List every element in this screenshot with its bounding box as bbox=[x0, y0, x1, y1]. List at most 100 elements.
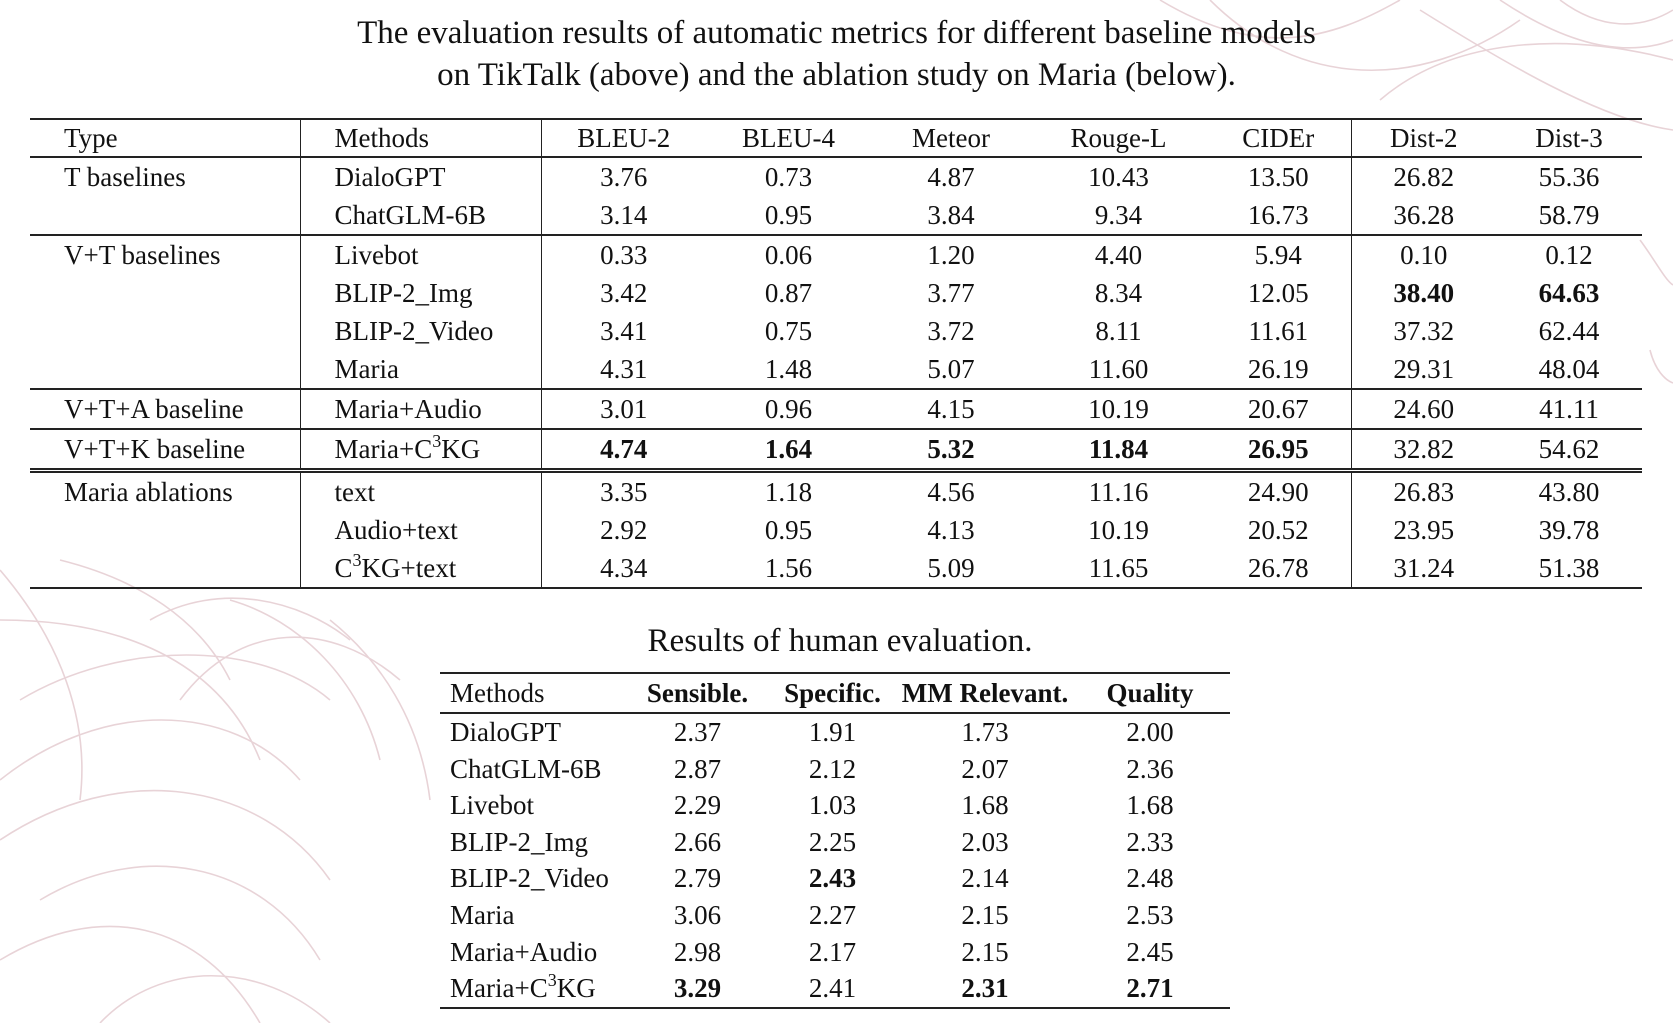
cell-value-best: 38.40 bbox=[1393, 278, 1455, 308]
cell-value: 11.16 bbox=[1088, 477, 1149, 507]
row-method: DialoGPT bbox=[450, 717, 561, 747]
row-method: Maria+Audio bbox=[300, 389, 542, 430]
cell-value: 2.03 bbox=[961, 826, 1009, 857]
header-methods: Methods bbox=[300, 118, 542, 158]
cell-value: 0.12 bbox=[1545, 240, 1593, 270]
cell-value: 3.72 bbox=[927, 316, 975, 346]
row-method: Maria bbox=[300, 350, 542, 390]
cell-value: 0.10 bbox=[1400, 240, 1448, 270]
cell-value: 2.15 bbox=[961, 936, 1009, 967]
cell-value: 11.60 bbox=[1031, 350, 1206, 390]
cell-value: 1.18 bbox=[764, 477, 813, 507]
table-row: Maria ablations text 3.35 1.18 4.56 11.1… bbox=[30, 470, 1642, 511]
cell-value-best: 3.29 bbox=[630, 970, 765, 1009]
cell-value: 3.35 bbox=[600, 477, 648, 507]
cell-value: 3.01 bbox=[541, 389, 706, 430]
cell-value: 43.80 bbox=[1538, 477, 1600, 507]
cell-value: 2.17 bbox=[808, 936, 857, 967]
table-row: DialoGPT 2.37 1.91 1.73 2.00 bbox=[440, 713, 1230, 751]
cell-value: 2.33 bbox=[1126, 826, 1174, 857]
cell-value-best: 2.31 bbox=[900, 970, 1070, 1009]
cell-value: 36.28 bbox=[1351, 196, 1496, 236]
cell-value: 1.03 bbox=[808, 790, 857, 821]
method-main: Maria+C bbox=[450, 973, 548, 1004]
method-superscript: 3 bbox=[352, 550, 362, 570]
cell-value: 39.78 bbox=[1538, 515, 1600, 545]
cell-value: 1.68 bbox=[1126, 790, 1174, 821]
row-type: T baselines bbox=[30, 157, 301, 196]
cell-value: 4.87 bbox=[927, 162, 975, 192]
header-dist2: Dist-2 bbox=[1351, 118, 1496, 158]
cell-value: 1.91 bbox=[808, 717, 857, 747]
cell-value: 54.62 bbox=[1496, 429, 1642, 473]
row-type bbox=[30, 511, 301, 549]
method-main: Maria+C bbox=[334, 434, 433, 464]
cell-value: 12.05 bbox=[1206, 274, 1352, 312]
table-row: Maria+C3KG 3.29 2.41 2.31 2.71 bbox=[440, 970, 1230, 1009]
cell-value: 37.32 bbox=[1393, 316, 1455, 346]
row-method: Maria bbox=[450, 899, 515, 930]
row-type: Maria ablations bbox=[30, 470, 301, 511]
table-row: V+T+K baseline Maria+C3KG 4.74 1.64 5.32… bbox=[30, 429, 1642, 473]
cell-value: 2.37 bbox=[673, 717, 722, 747]
table-row: ChatGLM-6B 3.14 0.95 3.84 9.34 16.73 36.… bbox=[30, 196, 1642, 236]
header-rougel: Rouge-L bbox=[1031, 118, 1206, 158]
cell-value: 2.14 bbox=[961, 863, 1009, 894]
row-method: ChatGLM-6B bbox=[300, 196, 542, 236]
cell-value: 4.40 bbox=[1094, 240, 1143, 270]
row-method: C3KG+text bbox=[300, 549, 542, 589]
cell-value: 2.98 bbox=[673, 936, 722, 967]
automatic-metrics-table: Type Methods BLEU-2 BLEU-4 Meteor Rouge-… bbox=[30, 118, 1642, 589]
row-type bbox=[30, 196, 301, 236]
cell-value: 29.31 bbox=[1351, 350, 1496, 390]
cell-value: 55.36 bbox=[1538, 162, 1600, 192]
cell-value: 58.79 bbox=[1496, 196, 1642, 236]
cell-value: 2.48 bbox=[1126, 863, 1174, 894]
header-meteor: Meteor bbox=[871, 118, 1031, 158]
cell-value: 3.84 bbox=[871, 196, 1031, 236]
cell-value: 3.76 bbox=[600, 162, 648, 192]
cell-value: 1.73 bbox=[961, 717, 1009, 747]
table1-header-row: Type Methods BLEU-2 BLEU-4 Meteor Rouge-… bbox=[30, 118, 1642, 158]
cell-value: 5.09 bbox=[871, 549, 1031, 589]
cell-value: 1.68 bbox=[961, 790, 1009, 821]
row-method: text bbox=[300, 470, 542, 511]
row-method: BLIP-2_Img bbox=[300, 274, 542, 312]
row-type: V+T baselines bbox=[30, 235, 301, 274]
cell-value: 26.19 bbox=[1206, 350, 1352, 390]
cell-value-best: 1.64 bbox=[706, 429, 871, 473]
cell-value: 0.33 bbox=[600, 240, 648, 270]
row-method: BLIP-2_Img bbox=[450, 826, 588, 857]
table-row: Maria+Audio 2.98 2.17 2.15 2.45 bbox=[440, 934, 1230, 971]
cell-value: 32.82 bbox=[1351, 429, 1496, 473]
row-method: BLIP-2_Video bbox=[300, 312, 542, 350]
cell-value: 24.60 bbox=[1351, 389, 1496, 430]
table-row: Maria 4.31 1.48 5.07 11.60 26.19 29.31 4… bbox=[30, 350, 1642, 390]
header-dist3: Dist-3 bbox=[1496, 118, 1642, 158]
cell-value: 4.15 bbox=[871, 389, 1031, 430]
table-row: BLIP-2_Video 3.41 0.75 3.72 8.11 11.61 3… bbox=[30, 312, 1642, 350]
cell-value-best: 2.71 bbox=[1070, 970, 1230, 1009]
cell-value: 10.19 bbox=[1031, 389, 1206, 430]
row-type bbox=[30, 274, 301, 312]
method-superscript: 3 bbox=[432, 431, 442, 451]
row-method: Maria+Audio bbox=[450, 936, 598, 967]
cell-value: 2.12 bbox=[808, 753, 857, 784]
table-row: Audio+text 2.92 0.95 4.13 10.19 20.52 23… bbox=[30, 511, 1642, 549]
cell-value: 0.87 bbox=[764, 278, 813, 308]
cell-value: 0.95 bbox=[706, 196, 871, 236]
row-type bbox=[30, 549, 301, 589]
cell-value: 2.53 bbox=[1126, 899, 1174, 930]
cell-value: 3.41 bbox=[600, 316, 648, 346]
cell-value-best: 26.95 bbox=[1206, 429, 1352, 473]
cell-value: 26.78 bbox=[1206, 549, 1352, 589]
header-specific: Specific. bbox=[765, 672, 900, 714]
method-tail: KG bbox=[441, 434, 481, 464]
cell-value: 13.50 bbox=[1206, 157, 1352, 196]
table-row: BLIP-2_Img 2.66 2.25 2.03 2.33 bbox=[440, 824, 1230, 861]
cell-value: 10.43 bbox=[1088, 162, 1149, 192]
cell-value: 2.25 bbox=[808, 826, 857, 857]
cell-value: 3.42 bbox=[600, 278, 648, 308]
table1-caption: The evaluation results of automatic metr… bbox=[300, 12, 1373, 96]
table2-caption: Results of human evaluation. bbox=[647, 623, 1033, 659]
